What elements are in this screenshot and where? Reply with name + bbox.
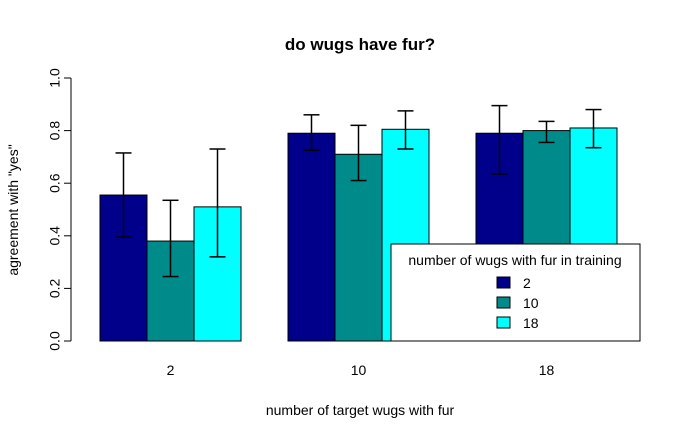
y-axis: 0.0 0.2 0.4 0.6 0.8 1.0 <box>47 68 72 351</box>
legend-swatch <box>496 296 511 309</box>
error-bars-group <box>115 104 602 278</box>
y-axis-label: agreement with "yes" <box>5 144 21 275</box>
legend-swatch <box>496 276 511 289</box>
legend: number of wugs with fur in training 2 10 1… <box>390 243 641 342</box>
y-tick-label: 1.0 <box>47 68 63 88</box>
legend-swatch <box>496 316 511 329</box>
y-tick-label: 0.4 <box>47 226 63 246</box>
x-tick-label: 10 <box>351 362 367 378</box>
chart-title: do wugs have fur? <box>285 35 435 54</box>
x-axis-label: number of target wugs with fur <box>266 402 455 418</box>
legend-label: 2 <box>523 275 531 291</box>
y-tick-label: 0.8 <box>47 121 63 141</box>
y-tick-label: 0.2 <box>47 278 63 298</box>
legend-label: 18 <box>523 315 539 331</box>
x-tick-label: 18 <box>539 362 555 378</box>
legend-label: 10 <box>523 295 539 311</box>
x-axis-tick-labels: 2 10 18 <box>167 362 555 378</box>
bar <box>334 153 383 342</box>
legend-items: 2 10 18 <box>496 275 539 331</box>
y-tick-label: 0.6 <box>47 173 63 193</box>
y-tick-label: 0.0 <box>47 331 63 351</box>
x-tick-label: 2 <box>167 362 175 378</box>
bar <box>287 132 336 342</box>
legend-title: number of wugs with fur in training <box>408 252 621 268</box>
legend-box <box>390 243 641 342</box>
